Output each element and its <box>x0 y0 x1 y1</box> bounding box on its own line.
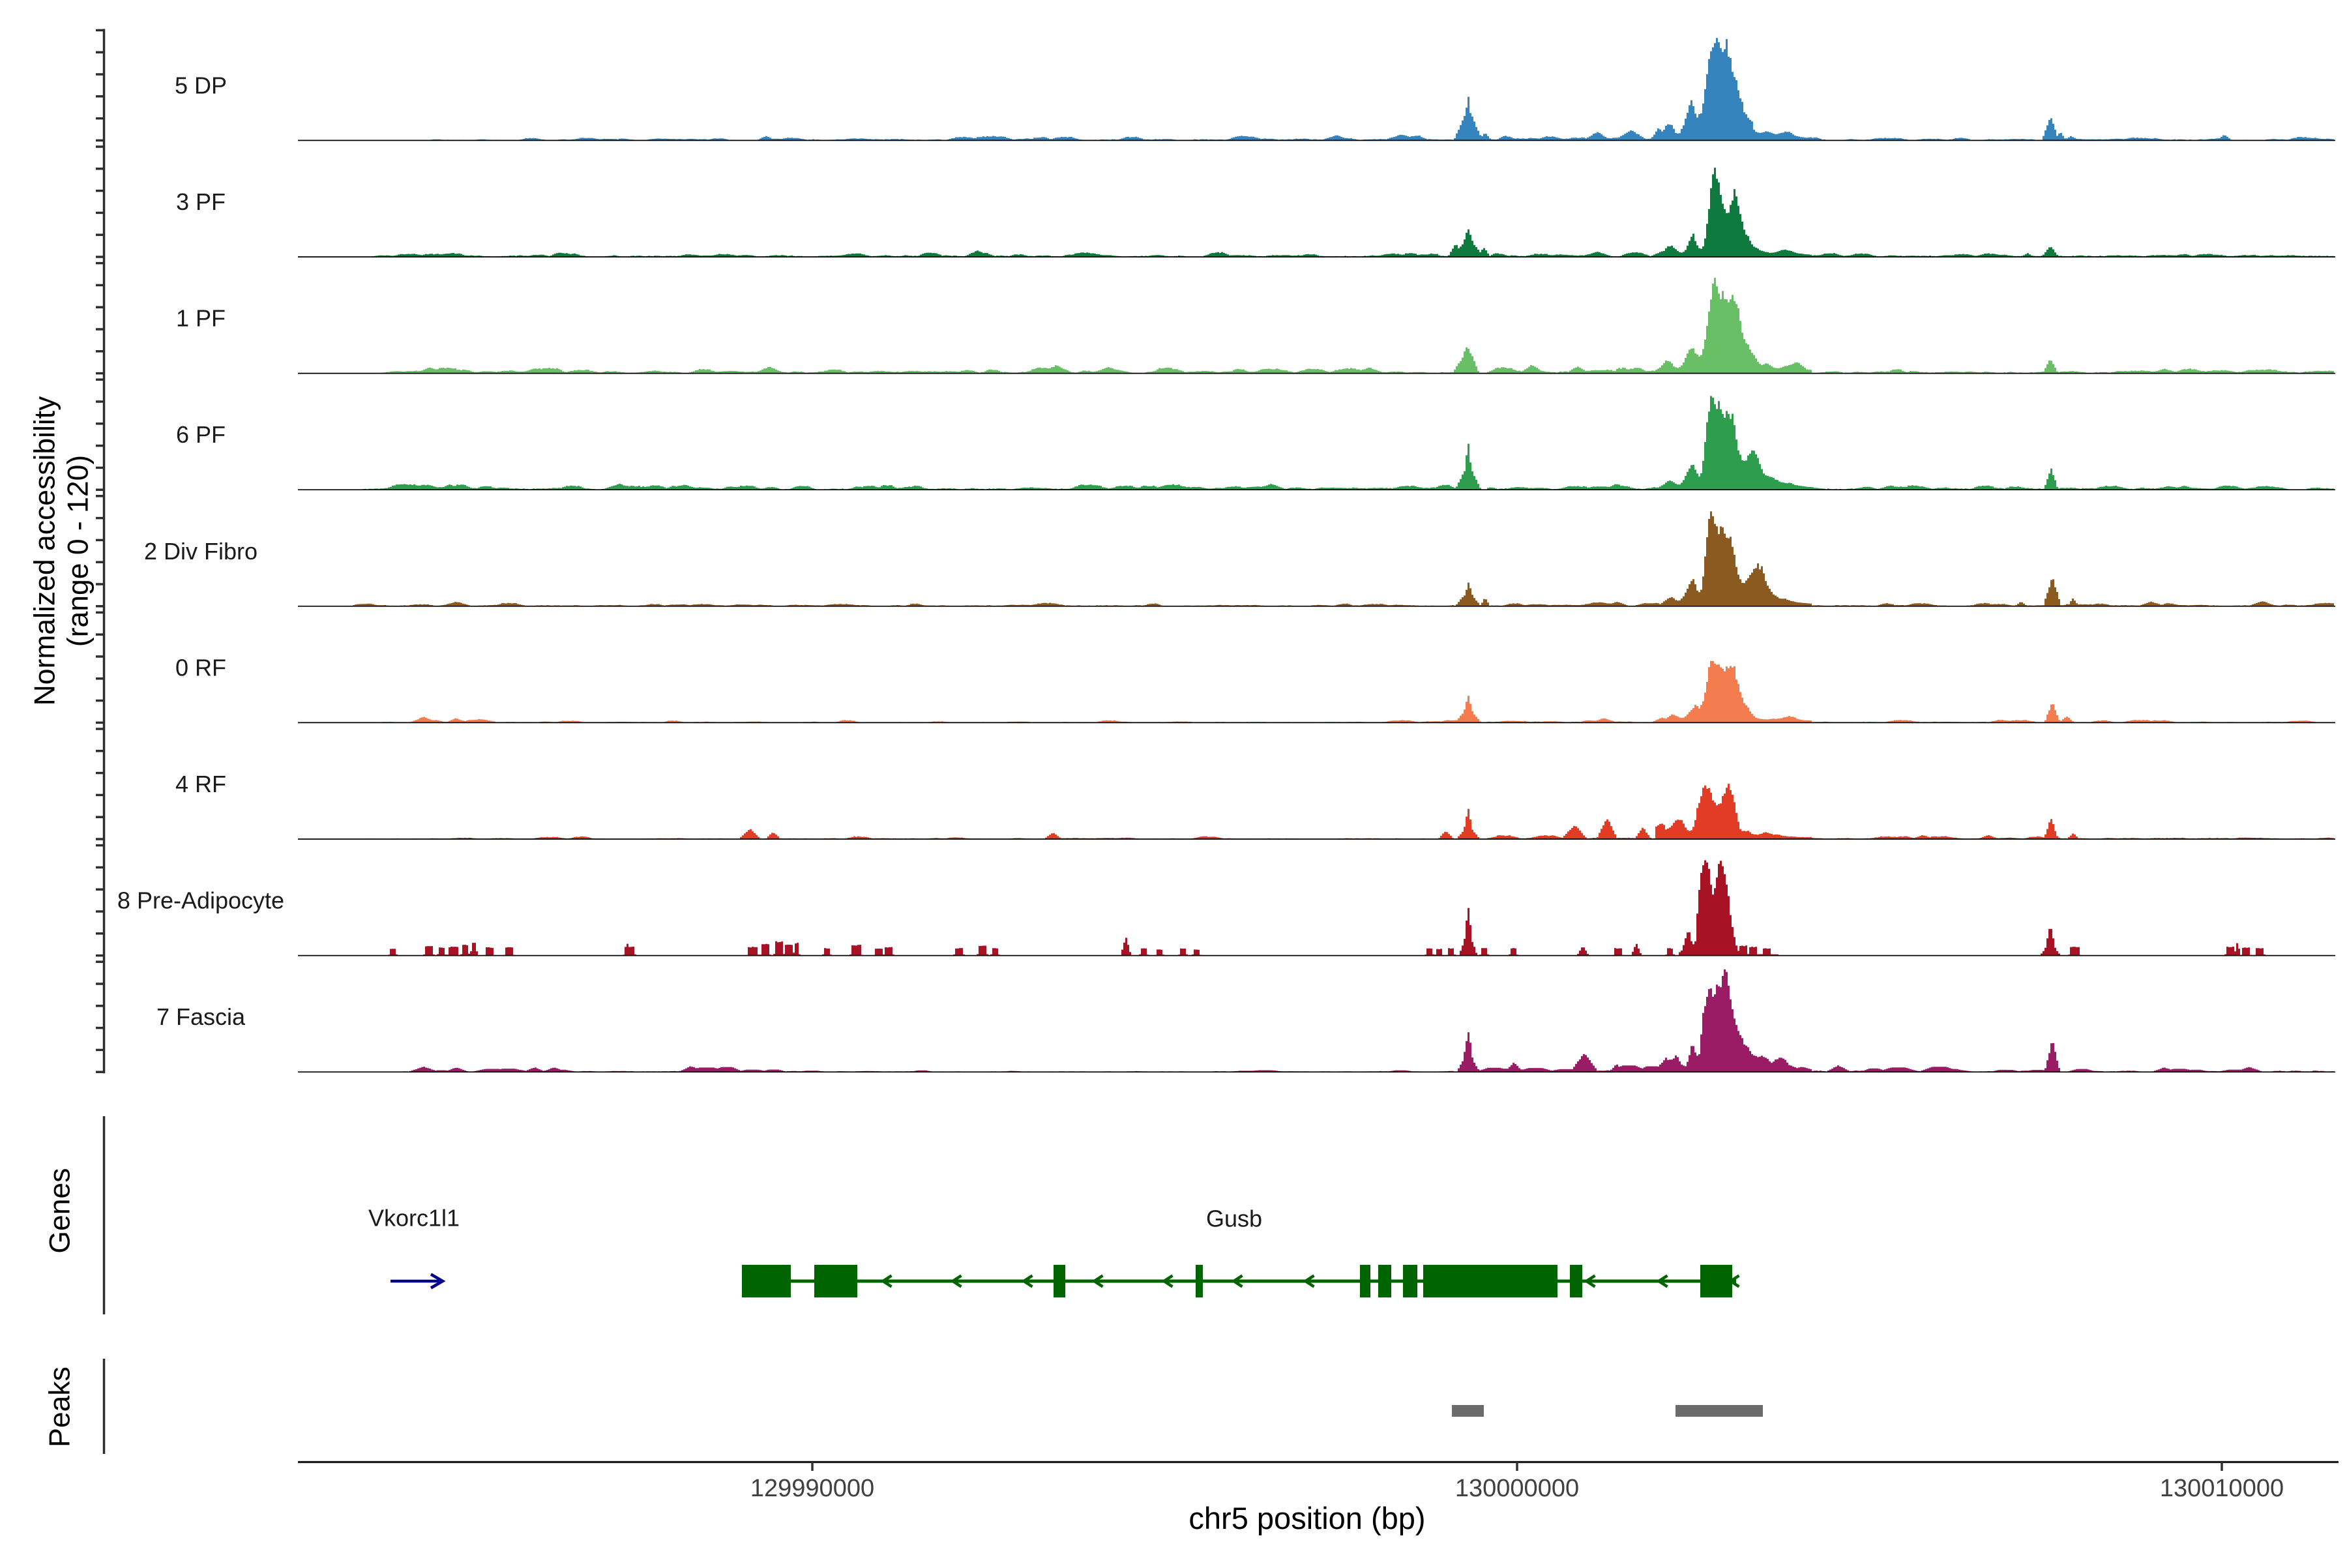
svg-text:1 PF: 1 PF <box>176 305 226 332</box>
svg-text:0 RF: 0 RF <box>175 654 226 681</box>
svg-text:(range 0 - 120): (range 0 - 120) <box>63 455 95 647</box>
svg-text:129990000: 129990000 <box>750 1475 874 1502</box>
svg-text:7 Fascia: 7 Fascia <box>156 1003 246 1030</box>
svg-text:Peaks: Peaks <box>44 1367 76 1447</box>
svg-text:130010000: 130010000 <box>2160 1475 2284 1502</box>
svg-text:chr5 position (bp): chr5 position (bp) <box>1188 1501 1425 1535</box>
svg-text:Genes: Genes <box>44 1168 76 1253</box>
svg-text:4 RF: 4 RF <box>175 771 226 797</box>
svg-text:130000000: 130000000 <box>1455 1475 1579 1502</box>
svg-text:6 PF: 6 PF <box>176 421 226 448</box>
svg-text:3 PF: 3 PF <box>176 188 226 215</box>
svg-text:8 Pre-Adipocyte: 8 Pre-Adipocyte <box>117 887 284 914</box>
svg-text:Vkorc1l1: Vkorc1l1 <box>368 1205 460 1232</box>
svg-text:Gusb: Gusb <box>1206 1206 1262 1232</box>
svg-text:2 Div Fibro: 2 Div Fibro <box>144 538 258 565</box>
svg-text:Normalized accessibility: Normalized accessibility <box>29 396 61 706</box>
svg-text:5 DP: 5 DP <box>175 72 227 98</box>
